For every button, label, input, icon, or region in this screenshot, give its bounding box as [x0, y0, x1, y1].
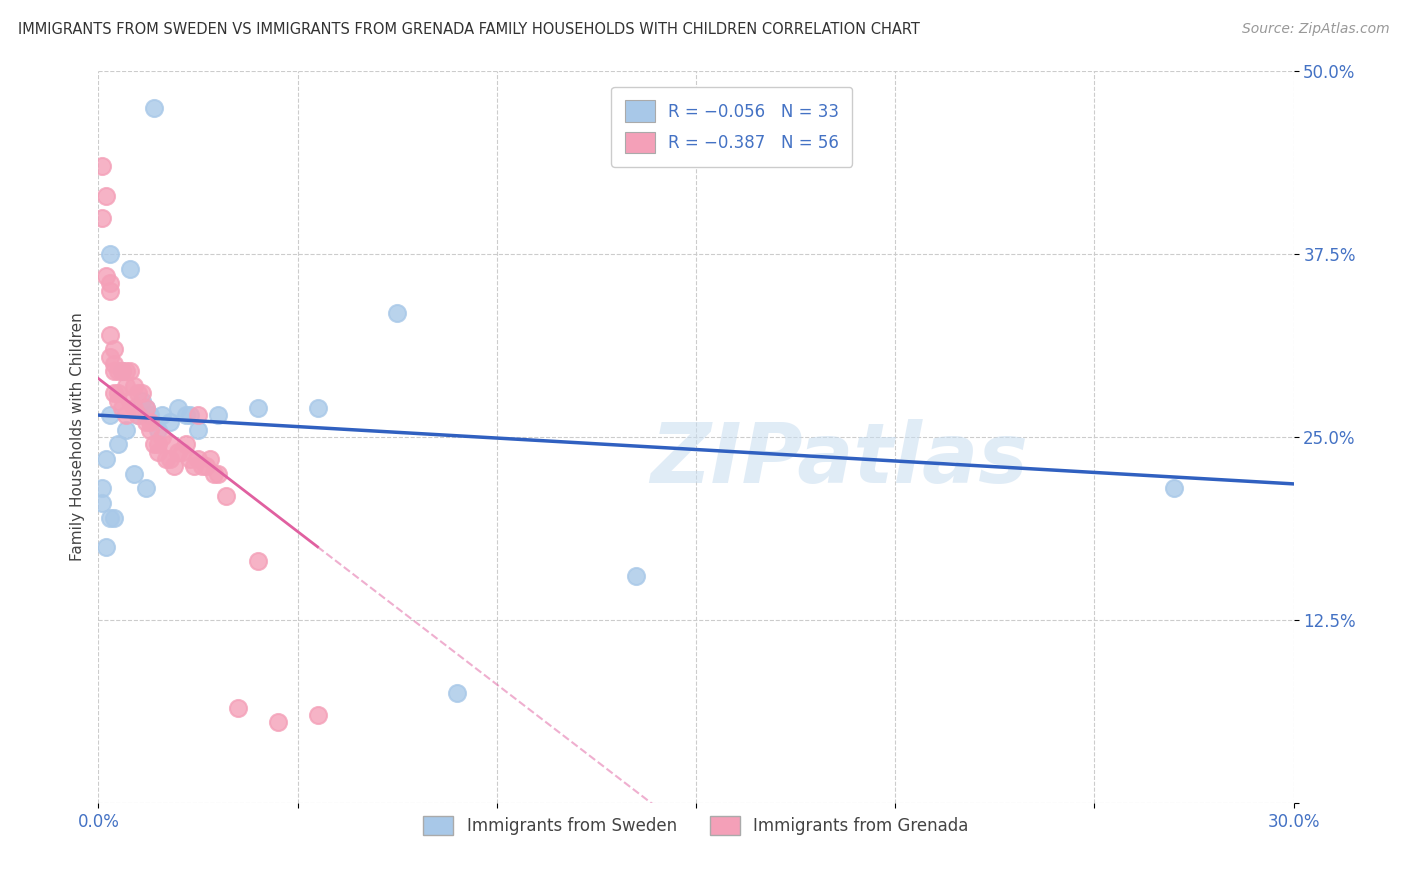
Point	[139, 416, 162, 430]
Point	[111, 401, 134, 415]
Point	[226, 700, 249, 714]
Point	[124, 467, 146, 481]
Point	[103, 357, 125, 371]
Y-axis label: Family Households with Children: Family Households with Children	[69, 313, 84, 561]
Point	[215, 489, 238, 503]
Point	[91, 160, 114, 174]
Point	[187, 452, 209, 467]
Point	[172, 444, 194, 458]
Point	[96, 188, 118, 202]
Point	[167, 444, 190, 458]
Point	[96, 540, 118, 554]
Point	[120, 364, 142, 378]
Point	[98, 350, 122, 364]
Point	[111, 364, 134, 378]
Point	[148, 444, 170, 458]
Point	[124, 379, 146, 393]
Point	[107, 386, 129, 401]
Point	[159, 437, 181, 451]
Point	[207, 408, 229, 422]
Point	[159, 452, 181, 467]
Point	[246, 401, 269, 415]
Point	[96, 452, 118, 467]
Point	[143, 437, 166, 451]
Point	[135, 401, 157, 415]
Point	[143, 101, 166, 115]
Point	[98, 327, 122, 342]
Text: Source: ZipAtlas.com: Source: ZipAtlas.com	[1241, 22, 1389, 37]
Point	[124, 401, 146, 415]
Point	[96, 269, 118, 284]
Point	[174, 437, 197, 451]
Point	[385, 306, 409, 320]
Point	[198, 452, 221, 467]
Point	[115, 364, 138, 378]
Point	[103, 510, 125, 524]
Point	[307, 401, 329, 415]
Point	[115, 379, 138, 393]
Point	[135, 416, 157, 430]
Point	[98, 408, 122, 422]
Point	[150, 408, 173, 422]
Point	[103, 364, 125, 378]
Point	[187, 408, 209, 422]
Point	[131, 386, 153, 401]
Point	[155, 452, 177, 467]
Point	[127, 408, 149, 422]
Point	[307, 708, 329, 723]
Point	[446, 686, 468, 700]
Point	[150, 430, 173, 444]
Point	[148, 423, 170, 437]
Point	[139, 423, 162, 437]
Point	[103, 386, 125, 401]
Point	[91, 496, 114, 510]
Point	[267, 715, 290, 730]
Point	[135, 401, 157, 415]
Point	[179, 408, 201, 422]
Point	[246, 554, 269, 568]
Point	[1163, 481, 1185, 495]
Point	[195, 459, 218, 474]
Point	[98, 510, 122, 524]
Text: ZIPatlas: ZIPatlas	[651, 418, 1028, 500]
Point	[148, 437, 170, 451]
Point	[107, 364, 129, 378]
Point	[174, 408, 197, 422]
Point	[115, 408, 138, 422]
Point	[179, 452, 201, 467]
Point	[103, 343, 125, 357]
Point	[135, 481, 157, 495]
Point	[127, 386, 149, 401]
Point	[191, 459, 214, 474]
Legend: Immigrants from Sweden, Immigrants from Grenada: Immigrants from Sweden, Immigrants from …	[416, 809, 976, 842]
Point	[131, 393, 153, 408]
Point	[626, 569, 648, 583]
Point	[127, 408, 149, 422]
Point	[91, 481, 114, 495]
Point	[120, 261, 142, 276]
Point	[120, 393, 142, 408]
Point	[107, 437, 129, 451]
Point	[183, 459, 205, 474]
Point	[139, 408, 162, 422]
Point	[98, 284, 122, 298]
Text: IMMIGRANTS FROM SWEDEN VS IMMIGRANTS FROM GRENADA FAMILY HOUSEHOLDS WITH CHILDRE: IMMIGRANTS FROM SWEDEN VS IMMIGRANTS FRO…	[18, 22, 920, 37]
Point	[167, 401, 190, 415]
Point	[202, 467, 225, 481]
Point	[107, 393, 129, 408]
Point	[207, 467, 229, 481]
Point	[159, 416, 181, 430]
Point	[98, 277, 122, 291]
Point	[98, 247, 122, 261]
Point	[163, 459, 186, 474]
Point	[187, 423, 209, 437]
Point	[115, 423, 138, 437]
Point	[111, 364, 134, 378]
Point	[91, 211, 114, 225]
